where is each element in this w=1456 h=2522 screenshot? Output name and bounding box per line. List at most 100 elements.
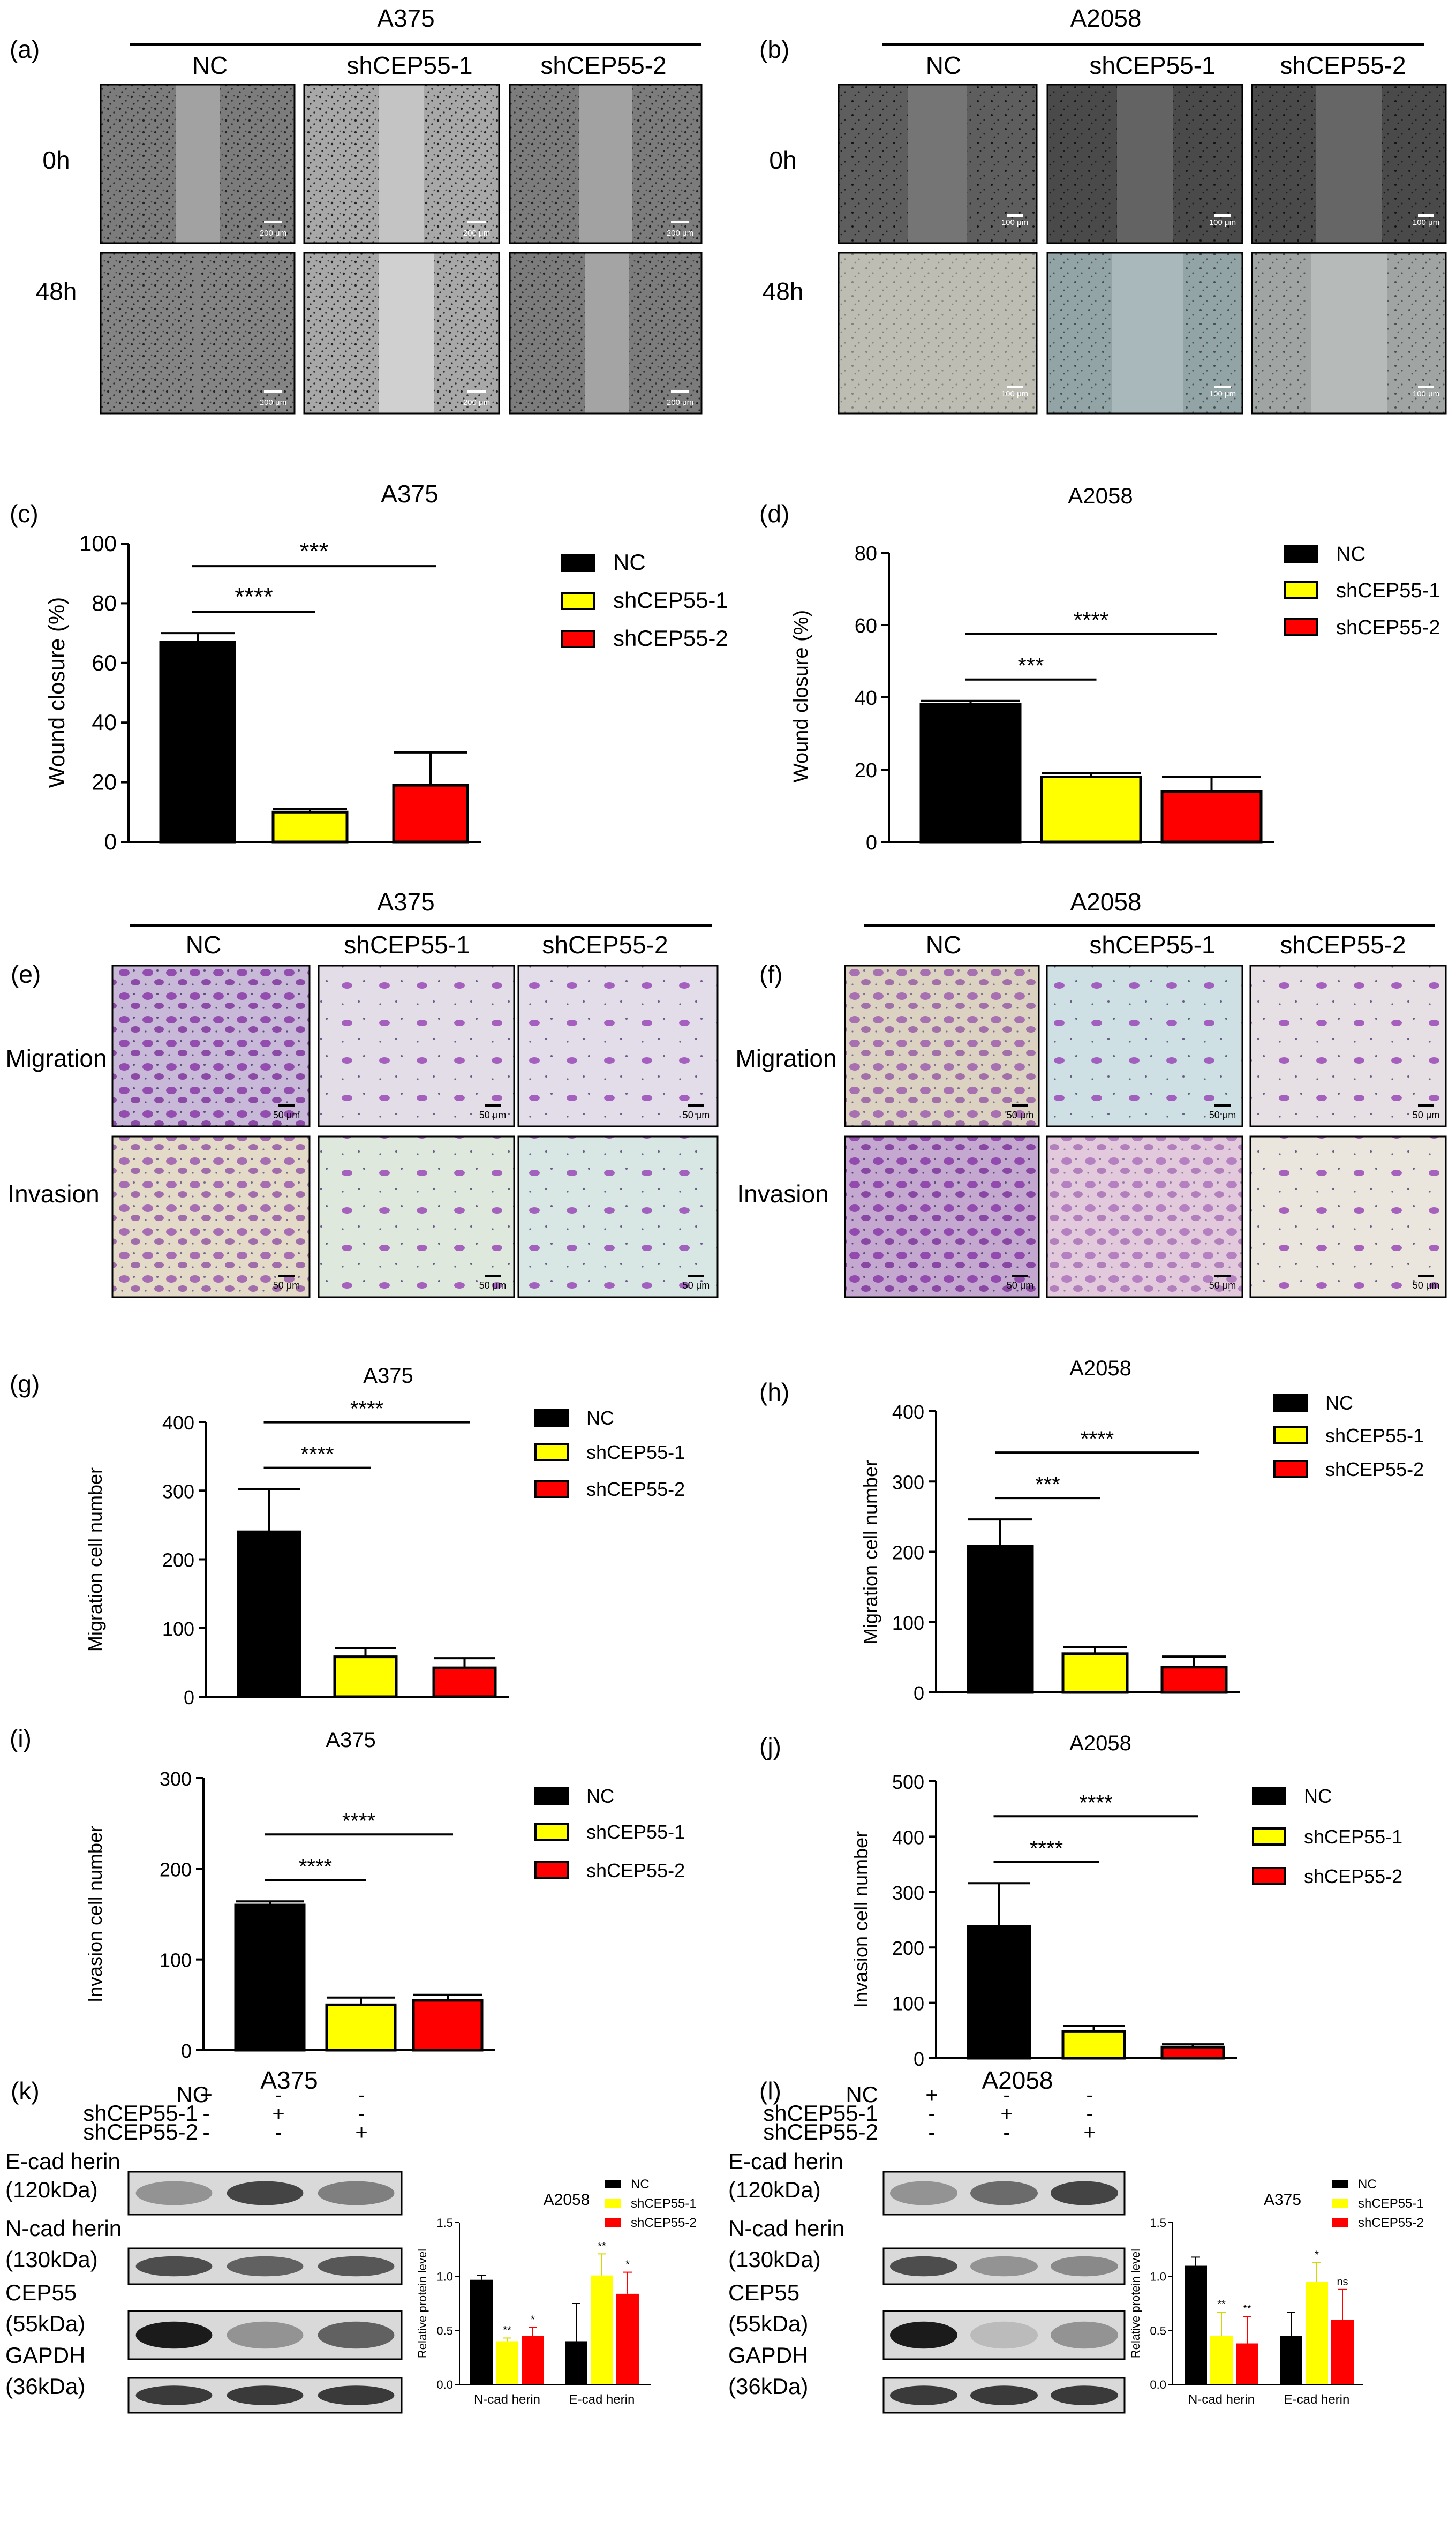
- bar-shcep55-2: [1160, 790, 1263, 844]
- condition-mark: -: [928, 2102, 935, 2126]
- significance-star: **: [1243, 2303, 1251, 2315]
- y-tick-label: 80: [92, 590, 117, 615]
- legend-swatch: [1273, 1426, 1308, 1444]
- condition-mark: -: [1086, 2083, 1093, 2107]
- transwell-image: [318, 1135, 515, 1298]
- legend-swatch: [1252, 1787, 1286, 1805]
- y-tick-label: 1.0: [436, 2270, 453, 2284]
- legend-swatch: [534, 1443, 569, 1461]
- bar-nc: [1185, 2265, 1207, 2384]
- legend-swatch: [534, 1823, 569, 1841]
- bar-shcep55-2: [432, 1666, 497, 1698]
- legend-swatch: [534, 1787, 569, 1805]
- significance-label: ****: [1074, 607, 1108, 633]
- condition-mark: +: [355, 2121, 367, 2144]
- condition-mark: -: [928, 2121, 935, 2144]
- blot-band: [318, 2385, 395, 2405]
- svg-text:200 μm: 200 μm: [667, 398, 693, 407]
- blot-band: [135, 2321, 213, 2349]
- panel-b-scale-bars: 100 μm 100 μm 100 μm 100 μm 100 μm 100 μ…: [1001, 214, 1439, 398]
- panel-b-group-nc: NC: [926, 51, 961, 79]
- y-tick-label: 1.5: [436, 2216, 453, 2230]
- wound-image: [509, 84, 703, 244]
- protein-name: E-cad herin: [5, 2149, 120, 2174]
- blot-title: A2058: [982, 2066, 1053, 2094]
- legend-label: shCEP55-1: [1358, 2196, 1424, 2211]
- panel-e: (e) A375 NC shCEP55-1 shCEP55-2 Migratio…: [5, 888, 719, 1298]
- panel-letter: (g): [10, 1370, 40, 1398]
- blot-band: [1051, 2385, 1118, 2405]
- legend-swatch: [1273, 1394, 1308, 1412]
- protein-name: CEP55: [728, 2280, 799, 2305]
- protein-kda: (130kDa): [5, 2247, 98, 2272]
- legend-swatch: [1273, 1460, 1308, 1478]
- y-tick-label: 0: [866, 832, 877, 854]
- y-tick-label: 400: [162, 1412, 194, 1434]
- significance-label: ****: [299, 1855, 332, 1878]
- condition-label: shCEP55-2: [763, 2119, 878, 2144]
- transwell-image: [1249, 1135, 1447, 1298]
- panel-b-row-0h: 0h: [769, 146, 796, 174]
- legend-swatch: [561, 554, 595, 572]
- legend-label: NC: [586, 1407, 614, 1429]
- chart-title: A2058: [544, 2191, 590, 2209]
- chart-title: A2058: [1068, 483, 1133, 508]
- blot-band: [1051, 2256, 1118, 2277]
- y-tick-label: 0: [181, 2040, 192, 2062]
- panel-letter: (l): [759, 2077, 781, 2105]
- svg-text:50 μm: 50 μm: [1007, 1110, 1033, 1120]
- transwell-image: [844, 1135, 1040, 1298]
- bar-shcep55-2: [1236, 2343, 1258, 2384]
- svg-text:200 μm: 200 μm: [667, 229, 693, 238]
- legend-swatch: [605, 2180, 621, 2188]
- panel-b-letter: (b): [759, 35, 789, 63]
- significance-star: **: [503, 2324, 511, 2336]
- condition-mark: +: [925, 2083, 938, 2107]
- bar-nc: [159, 641, 236, 844]
- legend-swatch: [1332, 2180, 1348, 2188]
- transwell-image: [844, 965, 1040, 1127]
- significance-label: ****: [1030, 1836, 1063, 1860]
- y-tick-label: 20: [92, 770, 117, 795]
- bar-shcep55-2: [1331, 2320, 1354, 2384]
- legend-label: shCEP55-2: [613, 626, 728, 651]
- chart-i: (i) A375 0 100 200 300 Invasion cell number ***…: [10, 1725, 685, 2062]
- legend-swatch: [1332, 2199, 1348, 2208]
- bar-shcep55-1: [325, 2003, 397, 2052]
- panel-a-group-nc: NC: [192, 51, 228, 79]
- svg-text:200 μm: 200 μm: [463, 398, 490, 407]
- blot-title: A375: [260, 2066, 318, 2094]
- bar-nc: [237, 1530, 301, 1698]
- bar-shcep55-1: [271, 810, 349, 844]
- bar-shcep55-2: [616, 2293, 639, 2384]
- legend-swatch: [1332, 2218, 1348, 2227]
- y-tick-label: 0: [184, 1687, 194, 1708]
- significance-label: ***: [300, 537, 329, 565]
- blot-band: [227, 2385, 304, 2405]
- wound-image: [1251, 84, 1447, 244]
- condition-label: shCEP55-1: [83, 2101, 198, 2126]
- wound-image: [100, 252, 296, 415]
- condition-mark: +: [1083, 2121, 1096, 2144]
- wound-image: [1046, 252, 1243, 415]
- y-axis-label: Wound closure (%): [44, 597, 69, 788]
- legend-swatch: [1284, 545, 1318, 563]
- legend-swatch: [605, 2218, 621, 2227]
- panel-f-group-nc: NC: [926, 931, 961, 959]
- svg-text:100 μm: 100 μm: [1209, 389, 1236, 398]
- y-tick-label: 300: [892, 1882, 924, 1904]
- protein-name: GAPDH: [5, 2343, 85, 2368]
- x-category-label: E-cad herin: [569, 2392, 635, 2407]
- svg-text:200 μm: 200 μm: [260, 229, 286, 238]
- svg-text:50 μm: 50 μm: [273, 1110, 300, 1120]
- wound-image: [1046, 84, 1243, 244]
- panel-e-group-nc: NC: [186, 931, 221, 959]
- panel-e-images: [111, 965, 719, 1298]
- transwell-image: [111, 965, 311, 1127]
- svg-text:50 μm: 50 μm: [479, 1110, 506, 1120]
- blot-band: [135, 2385, 213, 2405]
- legend-swatch: [561, 630, 595, 648]
- svg-text:50 μm: 50 μm: [479, 1280, 506, 1291]
